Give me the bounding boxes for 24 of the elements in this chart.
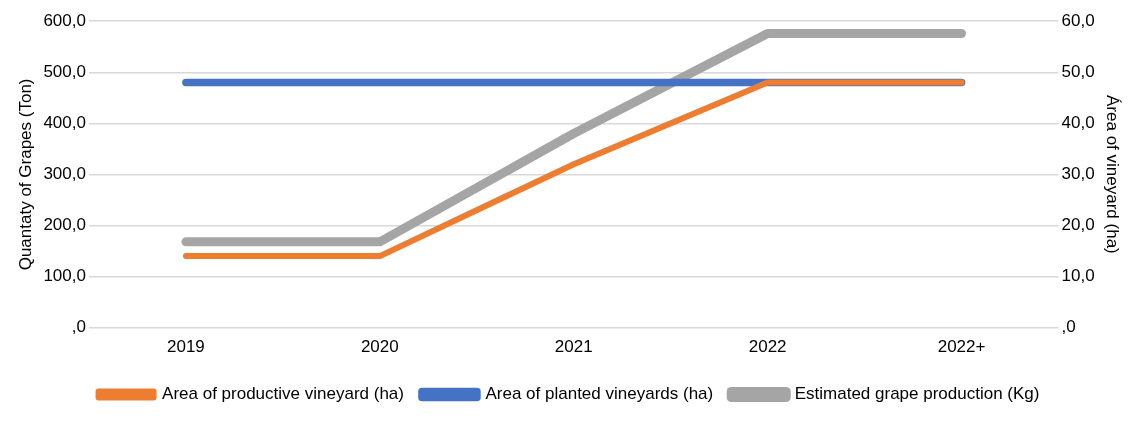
y2-tick-label: 30,0	[1061, 164, 1095, 184]
y2-tick-label: 10,0	[1061, 266, 1095, 286]
y-tick-label: 200,0	[43, 215, 86, 235]
y2-axis-title: Área of vineyard (ha)	[1103, 95, 1123, 254]
x-tick-label: 2022+	[937, 337, 986, 357]
y-tick-label: 600,0	[43, 10, 86, 30]
x-tick-label: 2020	[360, 337, 399, 357]
y-tick-label: 100,0	[43, 266, 86, 286]
y2-tick-label: ,0	[1061, 317, 1076, 337]
legend-label: Estimated grape production (Kg)	[794, 384, 1040, 404]
x-tick-label: 2019	[166, 337, 205, 357]
y-tick-label: 300,0	[43, 164, 86, 184]
y-tick-label: ,0	[71, 317, 86, 337]
legend-label: Area of productive vineyard (ha)	[162, 384, 404, 404]
x-tick-label: 2021	[554, 337, 593, 357]
y2-tick-label: 50,0	[1061, 61, 1095, 81]
y2-tick-label: 40,0	[1061, 113, 1095, 133]
y-axis-title: Quantaty of Grapes (Ton)	[15, 78, 35, 271]
y-tick-label: 500,0	[43, 61, 86, 81]
legend-label: Area of planted vineyards (ha)	[485, 384, 714, 404]
x-tick-label: 2022	[748, 337, 787, 357]
y-tick-label: 400,0	[43, 113, 86, 133]
y2-tick-label: 60,0	[1061, 10, 1095, 30]
y2-tick-label: 20,0	[1061, 215, 1095, 235]
